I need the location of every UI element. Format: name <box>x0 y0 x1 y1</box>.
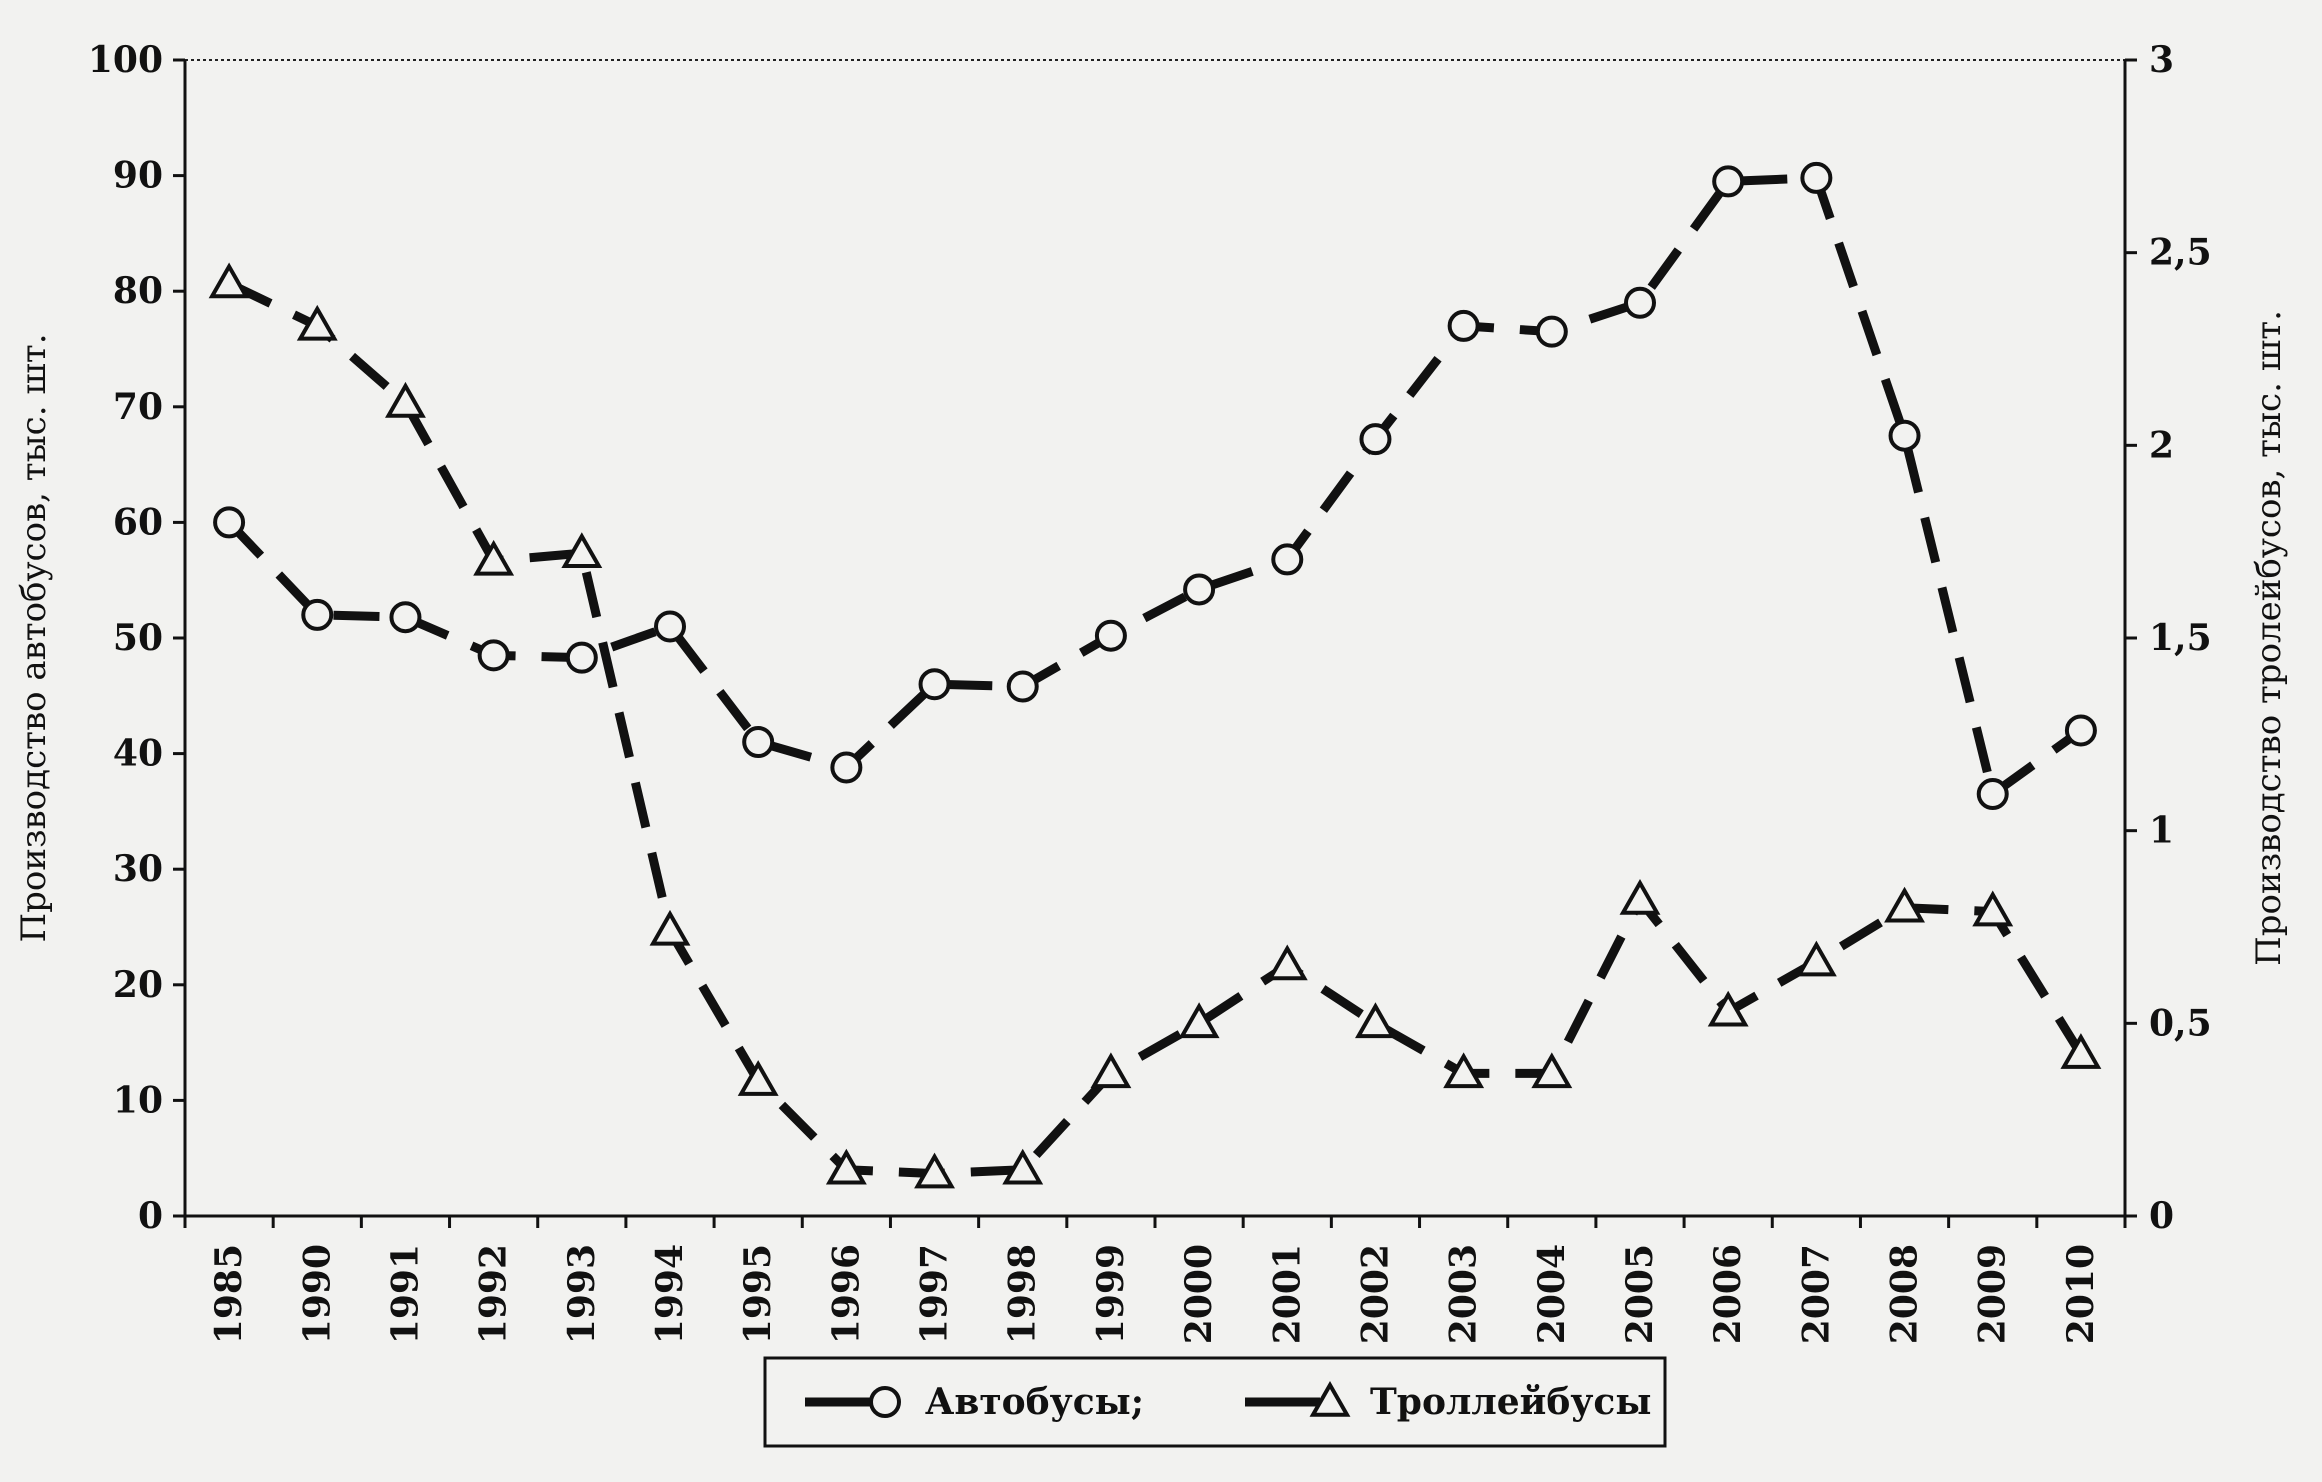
trolleybus-point <box>1972 890 2014 927</box>
right-tick-label: 1 <box>2149 810 2174 852</box>
legend-trolleybus-label: Троллейбусы <box>1370 1381 1651 1423</box>
left-tick-label: 0 <box>138 1195 163 1237</box>
series-lines <box>225 173 2085 1179</box>
trolleybus-point <box>473 539 515 576</box>
trolleybus-point <box>1707 990 1749 1027</box>
bus-point <box>1535 315 1568 348</box>
right-tick-label: 0,5 <box>2149 1002 2212 1044</box>
bus-point <box>2064 714 2097 747</box>
x-tick-label: 2009 <box>1972 1244 2014 1344</box>
x-tick-label: 1999 <box>1090 1244 1132 1344</box>
left-tick-label: 90 <box>113 155 163 197</box>
x-tick-label: 2006 <box>1707 1244 1749 1344</box>
trolleybus-point <box>561 532 603 568</box>
trolleybus-point <box>649 909 691 946</box>
trolleybus-point <box>1619 878 1661 915</box>
left-tick-label: 20 <box>113 964 163 1006</box>
x-tick-label: 1996 <box>825 1244 867 1344</box>
right-tick-label: 2 <box>2149 424 2174 466</box>
trolleybus-point <box>296 304 338 341</box>
bus-point <box>1976 778 2009 811</box>
axes: 0 10 20 30 40 50 60 70 80 90 100 0 0,5 1 1,5 2 2,5 3 1985 1… <box>14 39 2289 1344</box>
x-tick-label: 2010 <box>2060 1244 2102 1344</box>
y-left-axis-title: Производство автобусов, тыс. шт. <box>14 333 54 942</box>
trolleybus-point <box>737 1060 779 1096</box>
series-markers <box>208 161 2102 1189</box>
trolleybus-point <box>1266 944 1308 981</box>
x-tick-label: 1998 <box>1002 1244 1044 1344</box>
bus-point <box>213 506 246 539</box>
legend-bus-marker <box>869 1386 901 1418</box>
x-tick-label: 1993 <box>561 1244 603 1344</box>
x-tick-label: 1991 <box>384 1244 426 1344</box>
x-tick-label: 2000 <box>1178 1244 1220 1344</box>
right-tick-label: 2,5 <box>2149 232 2212 274</box>
bus-point <box>1888 419 1921 452</box>
x-tick-label: 1994 <box>649 1244 691 1344</box>
left-tick-label: 50 <box>113 617 163 659</box>
left-tick-label: 30 <box>113 848 163 890</box>
bus-point <box>301 598 334 631</box>
trolleybus-point <box>385 381 426 418</box>
right-tick-label: 1,5 <box>2149 617 2212 659</box>
x-tick-label: 2002 <box>1354 1244 1396 1344</box>
trolleybus-point <box>1443 1052 1485 1089</box>
x-tick-label: 1997 <box>914 1244 956 1344</box>
bus-point <box>1712 165 1745 198</box>
bus-point <box>1359 423 1392 456</box>
bus-point <box>1624 286 1656 319</box>
trolleybus-point <box>1884 886 1925 923</box>
left-tick-label: 40 <box>113 733 163 775</box>
x-tick-label: 1995 <box>737 1244 779 1344</box>
legend-trolleybus-marker <box>1309 1380 1351 1417</box>
x-tick-label: 2003 <box>1443 1244 1485 1344</box>
bus-point <box>389 601 422 634</box>
bus-point <box>654 610 686 643</box>
left-tick-label: 60 <box>113 501 163 543</box>
x-tick-label: 2001 <box>1266 1244 1308 1344</box>
left-tick-label: 70 <box>113 386 163 428</box>
bus-point <box>1183 573 1216 606</box>
trolleybus-point <box>1090 1052 1132 1089</box>
bus-point <box>918 668 951 701</box>
trolleybus-point <box>2060 1033 2102 1069</box>
bus-point <box>742 726 775 759</box>
bus-point <box>477 639 510 672</box>
legend: Автобусы; Троллейбусы <box>763 1356 1667 1448</box>
x-tick-label: 2004 <box>1531 1244 1573 1344</box>
bus-point <box>1006 670 1039 703</box>
x-tick-label: 1985 <box>208 1244 250 1344</box>
trolleybus-point <box>1355 1002 1396 1039</box>
trolleybus-point <box>1002 1148 1044 1185</box>
y-right-axis-title: Производство тролейбусов, тыс. шт. <box>2249 310 2289 966</box>
right-tick-label: 0 <box>2149 1195 2174 1237</box>
legend-bus-label: Автобусы; <box>925 1381 1144 1423</box>
x-tick-label: 1992 <box>473 1244 515 1344</box>
x-tick-label: 2007 <box>1795 1244 1837 1344</box>
legend-box <box>763 1356 1667 1448</box>
left-tick-label: 80 <box>113 270 163 312</box>
bus-point <box>1271 543 1304 576</box>
right-tick-label: 3 <box>2149 39 2174 81</box>
trolleybus-point <box>914 1152 955 1189</box>
left-tick-label: 100 <box>88 39 163 81</box>
bus-point <box>565 641 598 674</box>
trolleybus-point <box>208 262 250 299</box>
x-tick-label: 1990 <box>296 1244 338 1344</box>
bus-point <box>1447 309 1480 342</box>
bus-point <box>830 751 863 784</box>
bus-point <box>1800 161 1833 194</box>
series-line-buses <box>225 173 2084 799</box>
x-tick-label: 2008 <box>1884 1244 1926 1344</box>
left-tick-label: 10 <box>113 1079 163 1121</box>
trolleybus-point <box>1531 1052 1573 1089</box>
series-line-trolleybuses <box>227 279 2085 1179</box>
trolleybus-point <box>1178 1002 1220 1039</box>
bus-point <box>1094 619 1127 652</box>
x-tick-label: 2005 <box>1619 1244 1661 1344</box>
trolleybus-point <box>1795 940 1837 977</box>
trolleybus-point <box>825 1148 867 1185</box>
